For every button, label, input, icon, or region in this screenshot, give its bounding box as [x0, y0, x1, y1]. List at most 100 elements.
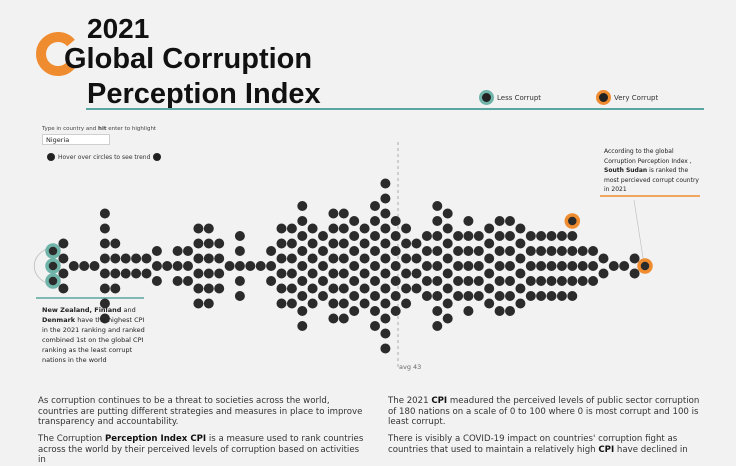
- country-dot[interactable]: [141, 268, 152, 279]
- country-dot[interactable]: [234, 261, 245, 271]
- country-dot[interactable]: [359, 223, 370, 234]
- country-dot[interactable]: [131, 253, 142, 264]
- country-dot[interactable]: [567, 261, 578, 271]
- country-dot[interactable]: [453, 276, 464, 286]
- country-dot[interactable]: [276, 268, 287, 279]
- country-dot[interactable]: [338, 268, 349, 279]
- country-dot[interactable]: [245, 261, 256, 271]
- country-dot[interactable]: [546, 231, 557, 241]
- country-dot[interactable]: [151, 276, 162, 286]
- country-dot[interactable]: [110, 268, 121, 279]
- country-dot[interactable]: [338, 238, 349, 249]
- country-dot[interactable]: [214, 283, 225, 294]
- country-dot[interactable]: [349, 261, 360, 271]
- country-dot[interactable]: [380, 223, 391, 234]
- country-dot[interactable]: [432, 321, 443, 331]
- country-dot[interactable]: [349, 246, 360, 256]
- country-dot[interactable]: [338, 298, 349, 309]
- country-dot[interactable]: [442, 253, 453, 264]
- country-dot[interactable]: [151, 261, 162, 271]
- country-dot[interactable]: [505, 306, 515, 316]
- country-dot[interactable]: [193, 253, 204, 264]
- country-dot[interactable]: [45, 273, 61, 289]
- country-dot[interactable]: [193, 298, 204, 309]
- country-dot[interactable]: [297, 291, 308, 301]
- country-dot[interactable]: [224, 261, 235, 271]
- country-dot[interactable]: [266, 261, 277, 271]
- country-dot[interactable]: [505, 291, 515, 301]
- country-dot[interactable]: [390, 246, 401, 256]
- country-dot[interactable]: [297, 246, 308, 256]
- country-dot[interactable]: [151, 246, 162, 256]
- country-dot[interactable]: [193, 283, 204, 294]
- country-dot[interactable]: [120, 268, 131, 279]
- country-dot[interactable]: [442, 283, 453, 294]
- country-dot[interactable]: [494, 261, 505, 271]
- country-dot[interactable]: [203, 223, 214, 234]
- country-dot[interactable]: [328, 208, 339, 219]
- country-dot[interactable]: [556, 246, 567, 256]
- country-dot[interactable]: [588, 276, 599, 286]
- country-dot[interactable]: [619, 261, 630, 271]
- country-dot[interactable]: [432, 291, 443, 301]
- country-dot[interactable]: [214, 253, 225, 264]
- country-dot[interactable]: [370, 291, 380, 301]
- country-dot[interactable]: [463, 306, 474, 316]
- country-dot[interactable]: [193, 223, 204, 234]
- country-dot[interactable]: [297, 231, 308, 241]
- country-dot[interactable]: [318, 231, 328, 241]
- country-dot[interactable]: [536, 246, 547, 256]
- country-dot[interactable]: [370, 321, 380, 331]
- country-dot[interactable]: [598, 268, 609, 279]
- country-dot[interactable]: [525, 231, 536, 241]
- country-dot[interactable]: [307, 253, 318, 264]
- country-dot[interactable]: [99, 298, 110, 309]
- country-dot[interactable]: [328, 253, 339, 264]
- country-dot[interactable]: [349, 306, 360, 316]
- country-dot[interactable]: [432, 246, 443, 256]
- country-dot[interactable]: [453, 231, 464, 241]
- country-dot[interactable]: [193, 238, 204, 249]
- country-dot[interactable]: [432, 231, 443, 241]
- country-dot[interactable]: [328, 298, 339, 309]
- country-dot[interactable]: [390, 216, 401, 226]
- country-dot[interactable]: [193, 268, 204, 279]
- country-dot[interactable]: [349, 276, 360, 286]
- country-dot[interactable]: [79, 261, 90, 271]
- country-dot[interactable]: [473, 276, 484, 286]
- country-dot[interactable]: [473, 246, 484, 256]
- country-dot[interactable]: [546, 291, 557, 301]
- country-dot[interactable]: [380, 238, 391, 249]
- country-dot[interactable]: [536, 291, 547, 301]
- country-dot[interactable]: [494, 306, 505, 316]
- country-dot[interactable]: [99, 313, 110, 324]
- country-dot[interactable]: [99, 223, 110, 234]
- country-dot[interactable]: [536, 231, 547, 241]
- country-dot[interactable]: [494, 231, 505, 241]
- country-dot[interactable]: [546, 276, 557, 286]
- country-dot[interactable]: [577, 261, 588, 271]
- country-dot[interactable]: [338, 313, 349, 324]
- country-dot[interactable]: [58, 253, 69, 264]
- country-dot[interactable]: [505, 216, 515, 226]
- country-dot[interactable]: [401, 283, 412, 294]
- country-dot[interactable]: [276, 223, 287, 234]
- country-dot[interactable]: [234, 276, 245, 286]
- country-dot[interactable]: [401, 268, 412, 279]
- country-dot[interactable]: [463, 246, 474, 256]
- country-dot[interactable]: [442, 298, 453, 309]
- country-dot[interactable]: [494, 276, 505, 286]
- country-dot[interactable]: [525, 291, 536, 301]
- country-dot[interactable]: [297, 216, 308, 226]
- country-dot[interactable]: [328, 223, 339, 234]
- country-dot[interactable]: [567, 246, 578, 256]
- country-dot[interactable]: [370, 261, 380, 271]
- country-dot[interactable]: [401, 223, 412, 234]
- country-dot[interactable]: [463, 276, 474, 286]
- country-dot[interactable]: [556, 276, 567, 286]
- country-dot[interactable]: [162, 261, 173, 271]
- country-dot[interactable]: [110, 238, 121, 249]
- country-dot[interactable]: [328, 238, 339, 249]
- country-dot[interactable]: [463, 231, 474, 241]
- country-dot[interactable]: [297, 306, 308, 316]
